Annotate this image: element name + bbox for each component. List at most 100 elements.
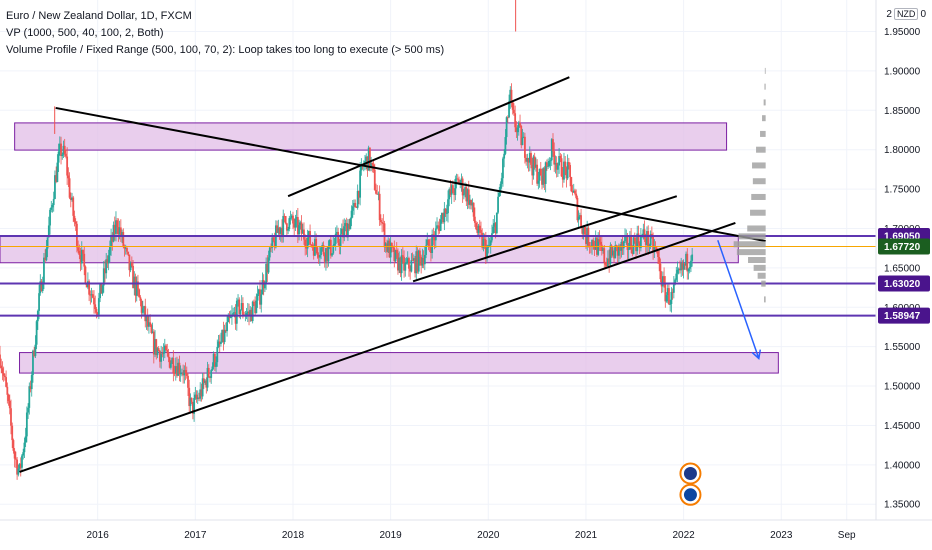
x-tick-label: 2021 [575, 530, 598, 541]
candle-body [591, 240, 593, 247]
candle-body [161, 353, 164, 355]
candle-body [128, 254, 131, 271]
candle-body [160, 353, 163, 362]
candle-body [84, 266, 87, 285]
candle-body [481, 232, 484, 248]
price-scale: 1.950001.900001.850001.800001.750001.700… [875, 0, 930, 520]
event-icon-nzd[interactable] [679, 483, 702, 506]
vpfr-indicator-label[interactable]: Volume Profile / Fixed Range (500, 100, … [6, 44, 445, 56]
candle-body [527, 157, 530, 163]
candle-body [649, 233, 652, 246]
candle-body [226, 322, 228, 332]
candle-body [417, 250, 420, 272]
candle-body [69, 197, 72, 200]
candle-body [348, 223, 351, 230]
candle-body [511, 101, 514, 110]
candle-body [159, 351, 161, 362]
y-tick-label: 1.75000 [884, 185, 921, 196]
candle-body [332, 245, 335, 254]
candle-body [157, 348, 160, 352]
candle-body [592, 240, 595, 247]
candle-body [61, 154, 64, 157]
candle-body [475, 222, 477, 230]
candle-body [422, 258, 425, 265]
candle-body [578, 215, 581, 217]
volume-profile-bar [736, 249, 766, 256]
event-icon-flag [683, 467, 697, 481]
candle-body [340, 228, 343, 235]
candle-body [639, 235, 642, 249]
candle-body [294, 218, 297, 228]
candle-body [18, 463, 21, 469]
candle-body [632, 237, 635, 254]
candle-body [666, 288, 669, 296]
vp-indicator-label[interactable]: VP (1000, 500, 40, 100, 2, Both) [6, 27, 164, 39]
candle-body [35, 321, 38, 345]
candle-body [618, 245, 620, 256]
candle-body [415, 251, 418, 274]
scale-tag-left: 2 [886, 8, 892, 20]
candle-body [267, 257, 270, 273]
candle-body [359, 170, 362, 198]
candle-body [484, 239, 487, 258]
candle-body [277, 227, 280, 233]
candle-body [210, 370, 213, 378]
candle-body [548, 160, 551, 166]
candle-body [581, 227, 584, 234]
scale-tag-right: 0 [920, 8, 926, 20]
candle-body [646, 231, 648, 245]
x-tick-label: 2016 [87, 530, 110, 541]
event-icon-eur[interactable] [679, 462, 702, 485]
candle-body [283, 215, 286, 217]
candle-body [492, 226, 495, 234]
symbol-title[interactable]: Euro / New Zealand Dollar, 1D, FXCM [6, 10, 192, 22]
candle-body [58, 143, 61, 152]
candle-body [111, 236, 114, 242]
candle-body [256, 294, 259, 301]
candle-body [360, 165, 363, 171]
candle-body [121, 232, 123, 237]
candle-body [101, 285, 104, 294]
volume-profile-bar [753, 264, 766, 271]
candle-body [295, 217, 298, 219]
candle-body [437, 225, 440, 227]
candle-body [305, 246, 308, 249]
candle-body [261, 280, 264, 295]
candle-body [77, 247, 80, 251]
candle-body [266, 263, 269, 273]
candle-body [538, 168, 541, 181]
candle-body [152, 331, 155, 355]
volume-profile-bar [738, 233, 766, 240]
candle-body [60, 143, 62, 157]
candle-body [597, 239, 600, 255]
candle-body [516, 127, 519, 133]
candle-body [185, 373, 188, 376]
candle-body [382, 223, 385, 224]
candle-body [493, 223, 496, 227]
candle-body [174, 366, 177, 374]
candle-body [356, 190, 359, 208]
candle-body [386, 243, 388, 252]
candle-body [43, 257, 45, 283]
candle-body [473, 216, 476, 223]
candle-body [412, 258, 415, 261]
candle-body [38, 293, 40, 311]
candle-body [327, 246, 330, 262]
candle-body [393, 247, 396, 262]
candle-body [45, 248, 48, 261]
trendline [19, 222, 736, 473]
candle-body [535, 164, 537, 168]
candle-body [95, 309, 98, 313]
candle-body [334, 233, 337, 244]
candle-body [182, 372, 185, 376]
candle-body [284, 216, 287, 224]
candle-body [310, 244, 313, 246]
candle-body [614, 245, 617, 259]
candle-body [287, 228, 289, 231]
candle-body [194, 394, 197, 399]
candle-body [616, 245, 619, 256]
currency-scale-tag[interactable]: 2 NZD 0 [886, 8, 926, 20]
candle-body [49, 209, 51, 226]
